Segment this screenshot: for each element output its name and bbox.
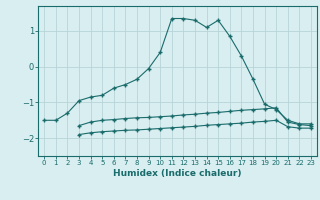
X-axis label: Humidex (Indice chaleur): Humidex (Indice chaleur) bbox=[113, 169, 242, 178]
